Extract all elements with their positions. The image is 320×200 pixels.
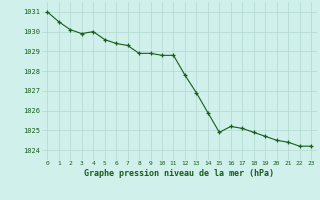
X-axis label: Graphe pression niveau de la mer (hPa): Graphe pression niveau de la mer (hPa) <box>84 169 274 178</box>
